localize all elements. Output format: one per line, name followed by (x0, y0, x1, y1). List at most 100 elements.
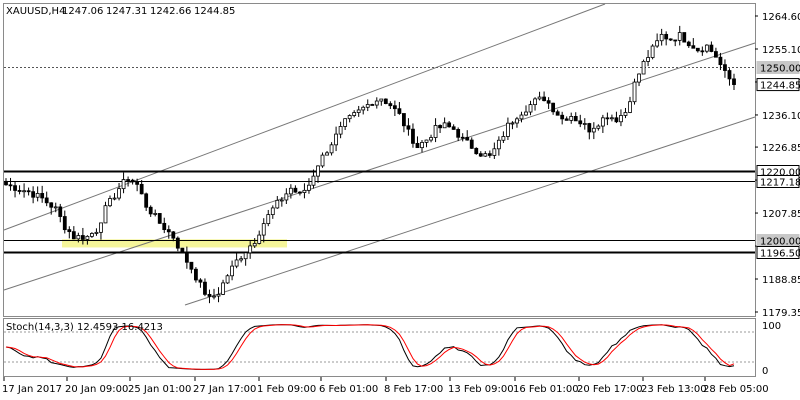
candle-body (352, 112, 357, 116)
candle-body (388, 103, 393, 107)
channel-line-1 (3, 42, 756, 291)
candle (329, 142, 334, 156)
candle-body (4, 180, 8, 186)
candle-body (261, 223, 266, 236)
candle-body (447, 122, 452, 128)
candle-body (623, 112, 628, 116)
level-label-1: 1220.00 (760, 168, 800, 179)
candle-body (212, 295, 216, 298)
time-tick-label: 16 Feb 01:00 (513, 384, 579, 395)
candle (189, 261, 194, 274)
chart-header-open: 1247.06 (62, 6, 103, 17)
candle-body (26, 190, 31, 193)
candle (456, 127, 461, 142)
channel-line-0 (3, 3, 606, 231)
candle (117, 182, 121, 201)
candle (411, 123, 415, 148)
candle-body (637, 73, 641, 83)
candle (677, 25, 682, 46)
stoch-axis: 100 0 (762, 321, 781, 377)
candle (682, 32, 687, 43)
candle-body (135, 181, 140, 185)
candle (121, 172, 126, 194)
candle-body (40, 193, 45, 199)
candle-body (31, 191, 36, 198)
candle (614, 111, 619, 124)
candle-body (460, 136, 465, 139)
candle (623, 107, 628, 119)
candle-body (293, 187, 298, 193)
candle-body (415, 142, 420, 149)
candle (610, 114, 614, 122)
time-tick-label: 20 Jan 09:00 (65, 384, 128, 395)
candle (469, 137, 474, 149)
candle (162, 217, 167, 234)
candle (311, 169, 316, 189)
candle (573, 112, 578, 122)
candle (727, 68, 732, 86)
candle (13, 181, 17, 198)
candle (103, 201, 108, 224)
trend-channel (3, 3, 756, 306)
candle (212, 288, 216, 300)
candle (80, 227, 85, 245)
candle-body (338, 126, 343, 135)
candle-body (465, 136, 470, 141)
candle (510, 121, 515, 130)
candle (501, 131, 506, 143)
candle (546, 97, 551, 109)
time-tick-label: 23 Feb 13:00 (641, 384, 707, 395)
candle (370, 103, 375, 106)
candle-body (483, 153, 488, 157)
candle (58, 203, 63, 223)
candle-body (528, 104, 533, 113)
support-zone (62, 239, 287, 248)
candle (184, 246, 189, 269)
stoch-panel-frame (3, 318, 756, 377)
candle-body (600, 117, 605, 127)
candle (279, 196, 284, 207)
candle-body (691, 45, 696, 49)
candle-body (533, 98, 537, 106)
candle (288, 184, 293, 199)
candle (26, 187, 31, 196)
candle (284, 188, 289, 204)
candle (325, 150, 329, 156)
candle (53, 202, 58, 213)
candle-body (560, 114, 565, 120)
candle-body (270, 207, 275, 216)
candle-body (397, 108, 402, 114)
candle-body (392, 105, 397, 110)
candle-body (171, 231, 176, 239)
candle-body (641, 60, 646, 75)
candle (266, 209, 271, 227)
time-tick-label: 27 Jan 17:00 (193, 384, 256, 395)
candle-body (35, 193, 40, 198)
candle-body (365, 104, 370, 108)
candle-body (496, 139, 501, 150)
candle-body (126, 179, 130, 181)
candle-body (429, 137, 433, 141)
chart-header-high: 1247.31 (106, 6, 147, 17)
candle (302, 183, 307, 199)
candle-body (343, 118, 348, 127)
time-axis: 17 Jan 2017 20 Jan 09:00 25 Jan 01:00 27 Ja… (2, 377, 769, 395)
candle-body (451, 126, 456, 130)
candle-body (175, 237, 180, 249)
candle-body (157, 213, 162, 224)
candle-body (682, 32, 687, 43)
candle-body (189, 261, 194, 270)
candle (31, 186, 36, 204)
candle (686, 40, 691, 48)
candle (619, 109, 623, 127)
candle-body (564, 118, 569, 121)
candle (700, 46, 705, 56)
candle-body (58, 206, 63, 217)
candle-body (478, 153, 483, 157)
time-tick-label: 20 Feb 17:00 (577, 384, 643, 395)
candle-body (316, 165, 320, 177)
candle (655, 33, 660, 48)
candle (492, 142, 497, 159)
candle-body (67, 229, 72, 233)
candle (44, 191, 49, 207)
